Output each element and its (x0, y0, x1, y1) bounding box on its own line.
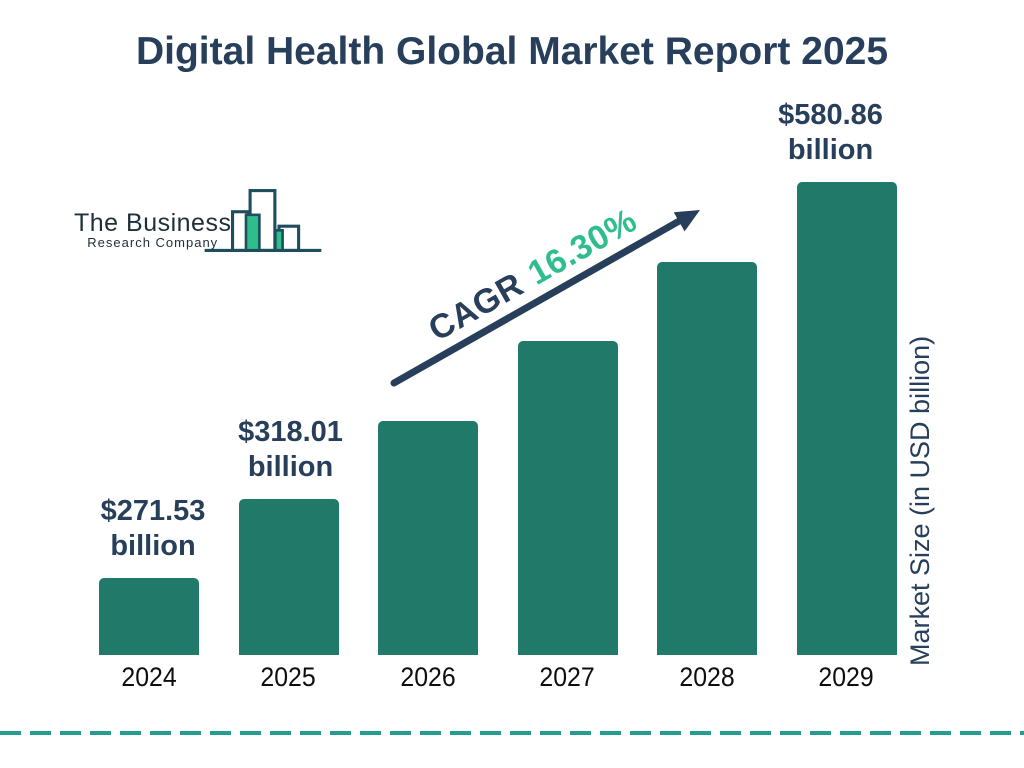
brand-logo: The Business Research Company (74, 188, 323, 252)
bottom-dashed-divider (0, 731, 1024, 735)
chart-title: Digital Health Global Market Report 2025 (135, 30, 889, 73)
cagr-trend-arrow (390, 210, 700, 387)
value-label-2029: $580.86 billion (721, 98, 941, 168)
bar-2026 (378, 421, 478, 655)
bar-2024 (99, 578, 199, 655)
value-unit: billion (247, 451, 334, 483)
value-label-2025: $318.01 billion (181, 415, 401, 485)
x-tick-2026: 2026 (400, 662, 456, 692)
y-axis-title: Market Size (in USD billion) (905, 335, 935, 666)
value-amount: $580.86 (778, 99, 883, 131)
x-tick-2028: 2028 (679, 662, 735, 692)
value-amount: $271.53 (100, 495, 206, 527)
value-amount: $318.01 (238, 416, 343, 448)
logo-bars-icon (205, 189, 322, 252)
brand-subname: Research Company (87, 235, 219, 250)
x-tick-2024: 2024 (121, 662, 177, 692)
value-label-2024: $271.53 billion (43, 494, 263, 564)
brand-logo-text: The Business Research Company (74, 210, 231, 250)
value-unit: billion (787, 134, 874, 166)
x-tick-2027: 2027 (539, 662, 596, 692)
x-tick-2025: 2025 (260, 662, 317, 692)
brand-name: The Business (74, 209, 232, 237)
bar-2025 (238, 499, 339, 655)
bar-2027 (517, 341, 618, 655)
bar-2029 (796, 182, 897, 655)
bar-2028 (657, 262, 757, 655)
value-unit: billion (110, 530, 196, 562)
x-tick-2029: 2029 (818, 662, 875, 692)
